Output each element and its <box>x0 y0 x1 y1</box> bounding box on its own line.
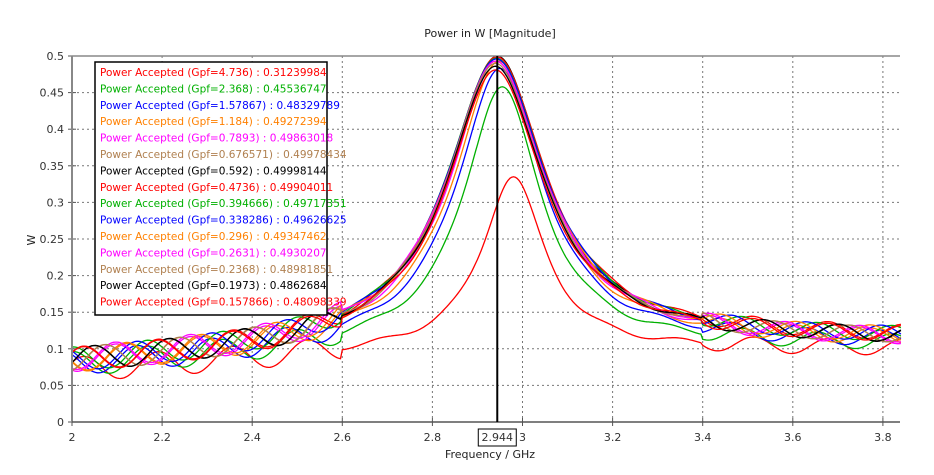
legend-entry: Power Accepted (Gpf=0.676571) : 0.499784… <box>100 149 347 161</box>
y-tick-label: 0.5 <box>47 50 65 63</box>
y-tick-label: 0.05 <box>40 379 65 392</box>
legend: Power Accepted (Gpf=4.736) : 0.31239984 P… <box>94 61 347 316</box>
x-tick-label: 2.4 <box>243 431 261 444</box>
series-lines <box>71 55 902 380</box>
legend-entry: Power Accepted (Gpf=0.4736) : 0.49904011 <box>100 182 333 194</box>
x-axis-label: Frequency / GHz <box>445 448 535 461</box>
y-tick-label: 0.4 <box>47 123 65 136</box>
x-tick-label: 2.2 <box>153 431 171 444</box>
y-tick-label: 0.3 <box>47 196 65 209</box>
series-line <box>71 60 901 371</box>
x-tick-label: 3 <box>519 431 526 444</box>
grid <box>72 56 900 422</box>
legend-entry: Power Accepted (Gpf=1.57867) : 0.4832978… <box>100 100 340 112</box>
x-tick-label: 3.6 <box>784 431 802 444</box>
legend-entry: Power Accepted (Gpf=0.7893) : 0.49863018 <box>100 133 333 145</box>
chart-title: Power in W [Magnitude] <box>424 27 556 40</box>
cursor[interactable]: 2.944 <box>477 56 517 447</box>
y-tick-label: 0.2 <box>47 270 65 283</box>
legend-box <box>94 61 328 316</box>
x-tick-label: 3.8 <box>874 431 892 444</box>
axes: 2 2.2 2.4 2.6 2.8 3 3.2 3.4 3.6 3.8 0 0.05 0.1 0.15 0.… <box>40 50 900 444</box>
y-tick-label: 0.45 <box>40 87 65 100</box>
y-tick-label: 0.35 <box>40 160 65 173</box>
x-tick-label: 2.6 <box>334 431 352 444</box>
legend-entry: Power Accepted (Gpf=0.2368) : 0.48981851 <box>100 264 333 276</box>
x-tick-label: 2.8 <box>424 431 442 444</box>
x-tick-label: 3.4 <box>694 431 712 444</box>
legend-entry: Power Accepted (Gpf=0.592) : 0.49998144 <box>100 165 327 177</box>
y-tick-label: 0.1 <box>47 343 65 356</box>
cursor-label: 2.944 <box>482 431 514 444</box>
series-line <box>71 58 902 370</box>
series-line <box>71 62 902 371</box>
legend-entry: Power Accepted (Gpf=0.394666) : 0.497173… <box>100 198 347 210</box>
x-tick-label: 2 <box>69 431 76 444</box>
series-line <box>71 65 902 368</box>
legend-entry: Power Accepted (Gpf=0.1973) : 0.4862684 <box>100 280 327 292</box>
legend-entry: Power Accepted (Gpf=4.736) : 0.31239984 <box>100 67 327 79</box>
legend-entry: Power Accepted (Gpf=0.2631) : 0.4930207 <box>100 247 327 259</box>
series-line <box>71 69 901 369</box>
y-tick-label: 0 <box>57 416 64 429</box>
legend-entry: Power Accepted (Gpf=0.157866) : 0.480983… <box>100 297 347 309</box>
legend-entry: Power Accepted (Gpf=0.338286) : 0.496266… <box>100 215 347 227</box>
y-tick-label: 0.15 <box>40 306 65 319</box>
legend-entry: Power Accepted (Gpf=2.368) : 0.45536747 <box>100 83 327 95</box>
cursor-label-box <box>477 428 517 447</box>
x-tick-label: 3.2 <box>604 431 622 444</box>
y-axis-label: W <box>25 234 38 245</box>
y-tick-label: 0.25 <box>40 233 65 246</box>
legend-entry: Power Accepted (Gpf=0.296) : 0.49347462 <box>100 231 327 243</box>
legend-entry: Power Accepted (Gpf=1.184) : 0.49272394 <box>100 116 327 128</box>
